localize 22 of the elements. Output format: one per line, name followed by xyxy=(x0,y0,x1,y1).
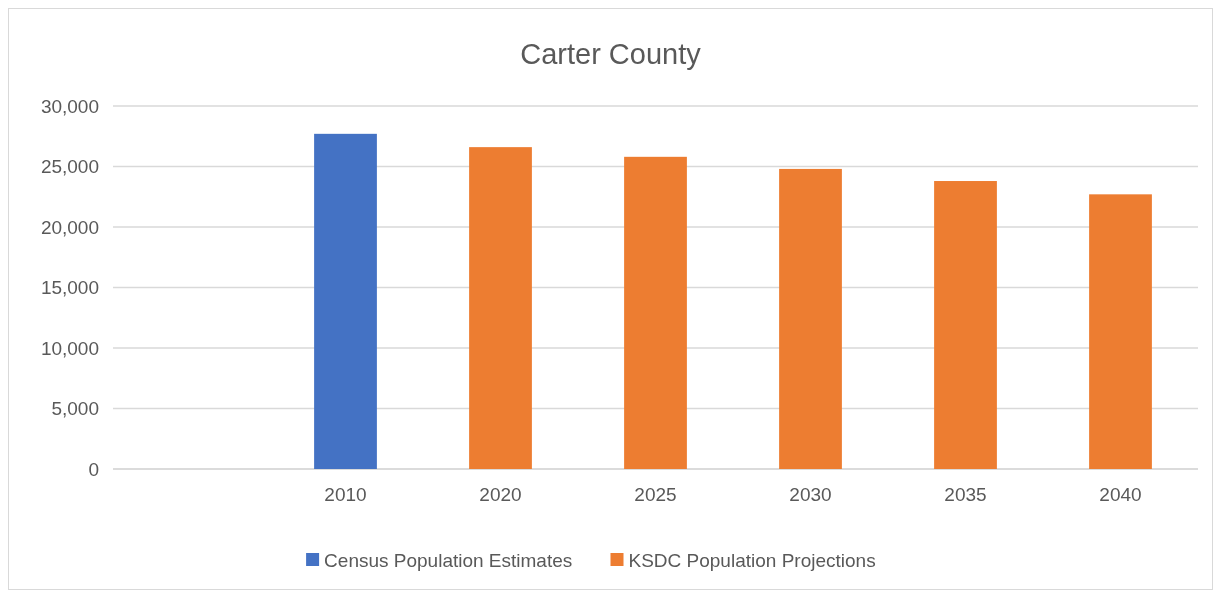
bar xyxy=(779,168,842,469)
y-tick-label: 20,000 xyxy=(40,216,99,238)
bar xyxy=(934,181,997,469)
legend-label: KSDC Population Projections xyxy=(628,549,876,571)
y-tick-label: 25,000 xyxy=(40,156,99,178)
x-tick-label: 2020 xyxy=(479,484,522,505)
x-tick-label: 2035 xyxy=(944,484,987,505)
y-tick-label: 10,000 xyxy=(40,337,99,359)
bar xyxy=(314,133,377,469)
bar xyxy=(624,156,687,469)
x-tick-label: 2010 xyxy=(324,484,367,505)
y-tick-label: 5,000 xyxy=(51,398,99,420)
bar xyxy=(469,147,532,469)
chart-title: Carter County xyxy=(520,38,702,70)
x-tick-label: 2025 xyxy=(634,484,677,505)
x-tick-label: 2040 xyxy=(1099,484,1142,505)
y-tick-label: 30,000 xyxy=(40,95,99,117)
y-tick-label: 15,000 xyxy=(40,277,99,299)
x-tick-label: 2030 xyxy=(789,484,832,505)
bar xyxy=(1089,194,1152,469)
y-tick-label: 0 xyxy=(88,458,99,480)
legend-label: Census Population Estimates xyxy=(324,549,573,571)
